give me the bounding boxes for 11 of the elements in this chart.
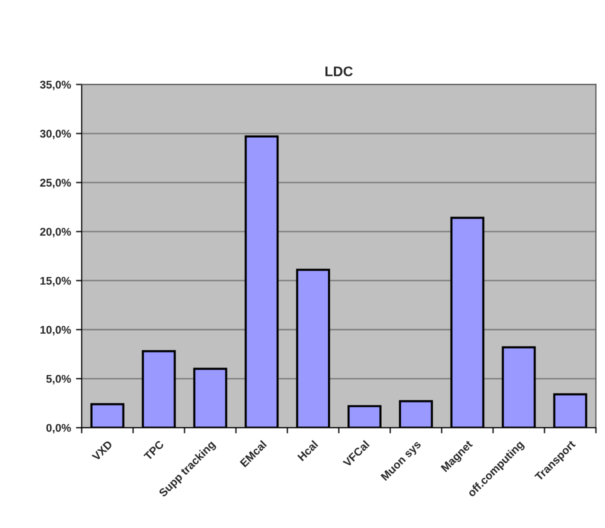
y-tick-label: 10,0% (40, 326, 71, 336)
y-tick-label: 20,0% (40, 228, 71, 238)
y-tick-label: 5,0% (46, 374, 71, 384)
y-tick-label: 30,0% (40, 130, 71, 140)
chart-title: LDC (325, 66, 353, 76)
y-tick-label: 0,0% (46, 424, 71, 434)
y-tick-label: 15,0% (40, 276, 71, 286)
x-tick-label: VXD (92, 440, 113, 462)
x-tick-label: TPC (143, 440, 164, 461)
y-tick-label: 35,0% (40, 80, 71, 90)
y-tick-label: 25,0% (40, 178, 71, 188)
